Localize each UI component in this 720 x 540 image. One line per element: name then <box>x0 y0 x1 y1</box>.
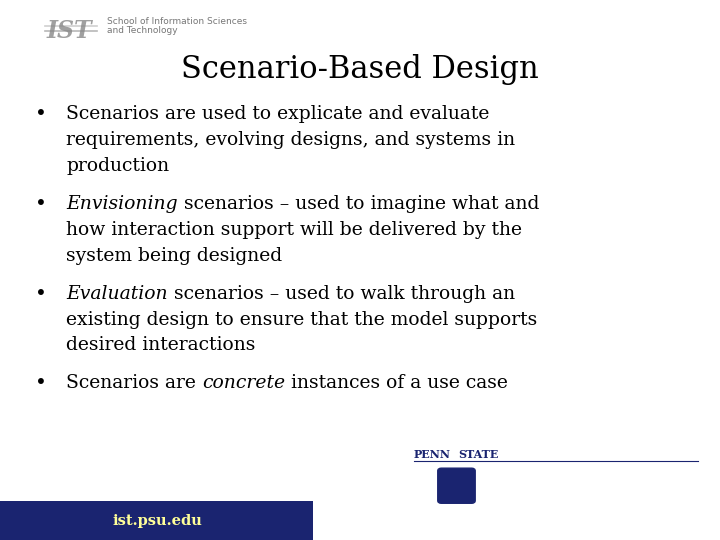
Text: •: • <box>35 195 46 214</box>
Text: scenarios – used to imagine what and: scenarios – used to imagine what and <box>178 195 539 213</box>
Text: Evaluation: Evaluation <box>66 285 168 302</box>
Text: existing design to ensure that the model supports: existing design to ensure that the model… <box>66 310 538 328</box>
Text: STATE: STATE <box>459 449 499 460</box>
Text: PENN: PENN <box>414 449 451 460</box>
Text: instances of a use case: instances of a use case <box>285 374 508 392</box>
Text: how interaction support will be delivered by the: how interaction support will be delivere… <box>66 221 522 239</box>
Text: •: • <box>35 374 46 393</box>
Text: IST: IST <box>47 19 92 43</box>
Text: Envisioning: Envisioning <box>66 195 178 213</box>
Text: •: • <box>35 285 46 303</box>
Text: School of Information Sciences: School of Information Sciences <box>107 17 246 26</box>
Text: ist.psu.edu: ist.psu.edu <box>112 514 202 528</box>
Text: requirements, evolving designs, and systems in: requirements, evolving designs, and syst… <box>66 131 516 149</box>
Text: concrete: concrete <box>202 374 285 392</box>
Text: production: production <box>66 157 169 175</box>
FancyBboxPatch shape <box>0 501 313 540</box>
Text: desired interactions: desired interactions <box>66 336 256 354</box>
Text: scenarios – used to walk through an: scenarios – used to walk through an <box>168 285 515 302</box>
Text: Scenario-Based Design: Scenario-Based Design <box>181 54 539 85</box>
Text: and Technology: and Technology <box>107 26 177 35</box>
Text: Scenarios are used to explicate and evaluate: Scenarios are used to explicate and eval… <box>66 105 490 123</box>
Text: system being designed: system being designed <box>66 247 282 265</box>
Text: •: • <box>35 105 46 124</box>
Text: Scenarios are: Scenarios are <box>66 374 202 392</box>
FancyBboxPatch shape <box>438 468 475 503</box>
